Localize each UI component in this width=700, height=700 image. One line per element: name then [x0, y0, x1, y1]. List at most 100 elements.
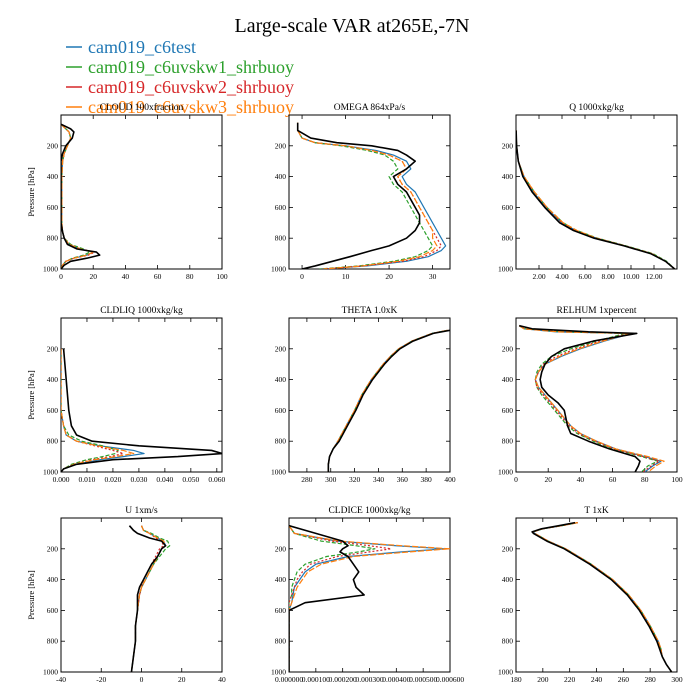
y-tick-label: 400 [502, 575, 514, 584]
x-tick-label: 300 [325, 475, 337, 484]
x-tick-label: 10.00 [623, 272, 640, 281]
x-tick-label: 20 [544, 475, 552, 484]
panel-title: Q 1000xkg/kg [569, 103, 624, 113]
y-tick-label: 1000 [43, 668, 58, 677]
y-tick-label: 400 [47, 375, 59, 384]
x-tick-label: 0.050 [182, 475, 199, 484]
x-tick-label: 240 [591, 675, 603, 684]
x-tick-label: 0.000500 [409, 675, 437, 684]
x-tick-label: 0.020 [104, 475, 121, 484]
x-tick-label: 0.060 [208, 475, 225, 484]
reference-line [531, 521, 673, 672]
y-tick-label: 1000 [43, 468, 58, 477]
chart-panel: CLDLIQ 1000xkg/kg Pressure [hPa] 200 400 600… [26, 306, 225, 484]
x-tick-label: 200 [537, 675, 549, 684]
x-tick-label: 4.00 [555, 272, 568, 281]
x-tick-label: 30 [429, 272, 437, 281]
x-tick-label: 220 [564, 675, 576, 684]
y-tick-label: 600 [275, 203, 287, 212]
reference-line [519, 324, 641, 472]
x-tick-label: 20 [89, 272, 97, 281]
reference-line [296, 122, 421, 269]
y-tick-label: 1000 [271, 668, 286, 677]
x-tick-label: 40 [218, 675, 226, 684]
figure-title: Large-scale VAR at265E,-7N [235, 15, 470, 37]
panel-title: T 1xK [584, 506, 609, 516]
x-tick-label: 0.000 [53, 475, 70, 484]
plot-frame [515, 317, 678, 473]
legend: cam019_c6testcam019_c6uvskw1_shrbuoycam0… [66, 37, 294, 117]
y-tick-label: 400 [502, 172, 514, 181]
x-tick-label: 20 [178, 675, 186, 684]
x-tick-label: 40 [122, 272, 130, 281]
legend-entry: cam019_c6uvskw2_shrbuoy [88, 77, 294, 97]
series-line [327, 329, 448, 472]
chart-panel: Q 1000xkg/kg 200 400 600 800 1000 2.00 4.00 6.00… [498, 103, 678, 281]
y-tick-label: 800 [502, 437, 514, 446]
x-tick-label: 280 [301, 475, 313, 484]
series-line [297, 122, 434, 269]
panel-title: OMEGA 864xPa/s [334, 103, 406, 113]
panel-title: RELHUM 1xpercent [557, 306, 637, 316]
x-tick-label: 380 [421, 475, 433, 484]
series-line [518, 325, 662, 472]
legend-entry: cam019_c6uvskw3_shrbuoy [88, 97, 294, 117]
y-tick-label: 1000 [498, 265, 513, 274]
series-line [289, 525, 446, 672]
y-tick-label: 400 [275, 375, 287, 384]
x-tick-label: 180 [510, 675, 522, 684]
series-line [289, 525, 376, 672]
plot-frame [288, 517, 451, 673]
y-tick-label: 1000 [498, 468, 513, 477]
x-tick-label: 40 [577, 475, 585, 484]
y-tick-label: 200 [47, 544, 59, 553]
y-tick-label: 200 [275, 141, 287, 150]
series-line [518, 325, 659, 472]
panel-title: THETA 1.0xK [342, 306, 398, 316]
x-tick-label: 80 [641, 475, 649, 484]
x-tick-label: 360 [397, 475, 409, 484]
x-tick-label: 0.000200 [329, 675, 357, 684]
panel-title: CLOUD 100xfraction [100, 102, 184, 113]
y-tick-label: 400 [275, 575, 287, 584]
x-tick-label: 0.000400 [382, 675, 410, 684]
x-tick-label: 100 [671, 475, 683, 484]
y-tick-label: 1000 [43, 265, 58, 274]
y-tick-label: 600 [47, 406, 59, 415]
y-tick-label: 800 [275, 437, 287, 446]
series-line [297, 122, 442, 269]
reference-line [516, 130, 676, 269]
x-tick-label: -40 [56, 675, 66, 684]
series-line [61, 348, 135, 472]
x-tick-label: 60 [154, 272, 162, 281]
series-line [297, 122, 438, 269]
reference-line [327, 329, 450, 472]
x-tick-label: 0.030 [130, 475, 147, 484]
reference-line [289, 524, 365, 672]
y-tick-label: 400 [47, 172, 59, 181]
y-tick-label: 600 [502, 606, 514, 615]
plot-frame [60, 517, 223, 673]
y-tick-label: 800 [47, 234, 59, 243]
series-line [516, 130, 676, 269]
x-tick-label: 0.000100 [302, 675, 330, 684]
series-line [327, 329, 448, 472]
legend-entry: cam019_c6uvskw1_shrbuoy [88, 57, 294, 77]
series-line [61, 348, 119, 472]
x-tick-label: 0 [300, 272, 304, 281]
x-tick-label: 6.00 [578, 272, 591, 281]
chart-panel: OMEGA 864xPa/s 200 400 600 800 1000 0 10 20 30 [271, 103, 451, 281]
series-line [289, 525, 450, 672]
y-tick-label: 800 [502, 234, 514, 243]
x-tick-label: 0.000600 [436, 675, 464, 684]
y-tick-label: 800 [275, 637, 287, 646]
x-tick-label: 80 [186, 272, 194, 281]
y-tick-label: 600 [47, 606, 59, 615]
panel-title: CLDLIQ 1000xkg/kg [100, 306, 183, 316]
x-tick-label: 0 [59, 272, 63, 281]
x-tick-label: 8.00 [601, 272, 614, 281]
x-tick-label: -20 [96, 675, 106, 684]
